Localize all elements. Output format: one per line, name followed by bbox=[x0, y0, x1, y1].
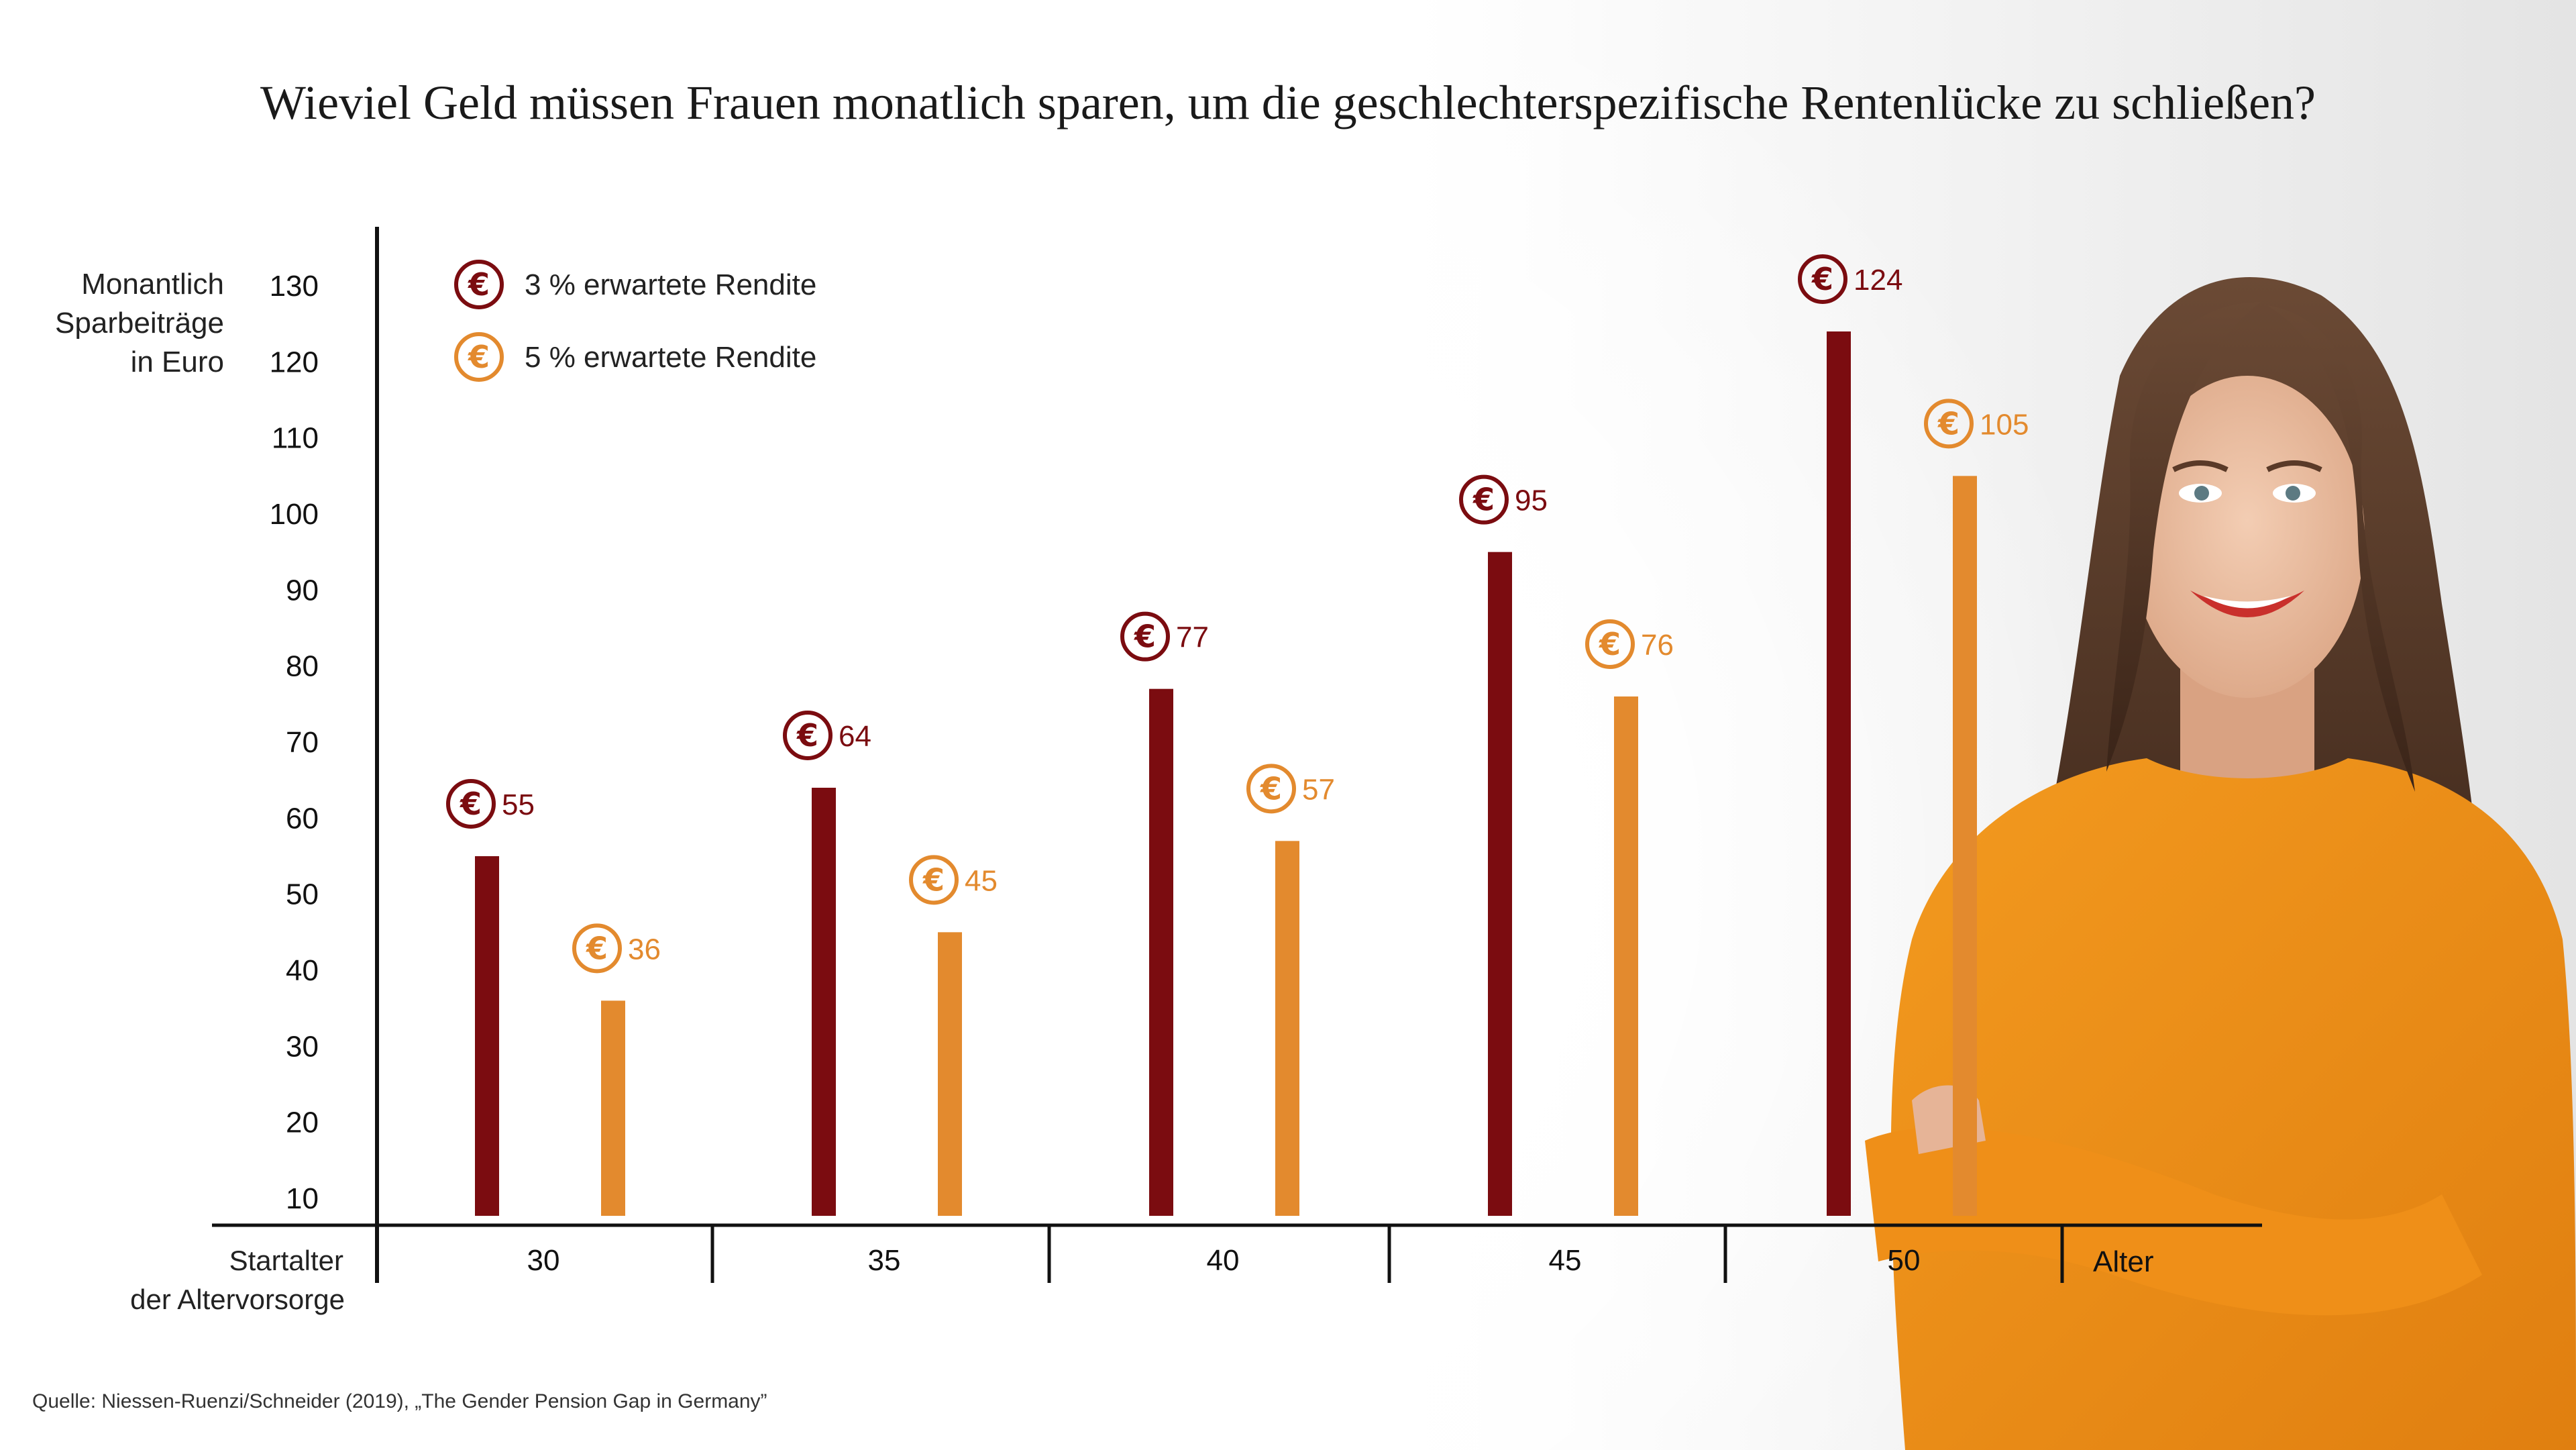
y-tick-10: 10 bbox=[286, 1182, 319, 1215]
svg-text:€: € bbox=[1260, 770, 1282, 807]
euro-coin-icon: € bbox=[1924, 399, 1974, 449]
y-tick-labels: 10 20 30 40 50 60 70 80 90 100 110 120 130 bbox=[270, 270, 319, 1215]
value-label-light-50: 105 bbox=[1980, 408, 2029, 441]
smiling-woman-photo bbox=[1865, 277, 2576, 1450]
source-note: Quelle: Niessen-Ruenzi/Schneider (2019),… bbox=[32, 1390, 767, 1412]
bar-dark-50 bbox=[1827, 331, 1851, 1216]
legend: €3 % erwartete Rendite € 5 % erwartete Ren… bbox=[454, 260, 816, 382]
value-label-dark-50: 124 bbox=[1854, 264, 1902, 297]
euro-coin-icon: € bbox=[1585, 619, 1635, 669]
svg-text:€: € bbox=[1937, 405, 1960, 442]
chart-title: Wieviel Geld müssen Frauen monatlich spa… bbox=[260, 76, 2316, 130]
value-label-light-45: 76 bbox=[1641, 629, 1674, 662]
y-tick-130: 130 bbox=[270, 270, 319, 303]
bar-dark-30 bbox=[475, 856, 499, 1216]
svg-text:€: € bbox=[796, 717, 818, 754]
value-label-light-30: 36 bbox=[628, 933, 661, 966]
y-tick-70: 70 bbox=[286, 726, 319, 759]
x-axis-label-line-1: der Altervorsorge bbox=[130, 1284, 345, 1315]
bar-light-40 bbox=[1275, 841, 1299, 1216]
bar-light-30 bbox=[601, 1000, 625, 1216]
y-axis-label-line-1: Sparbeiträge bbox=[55, 307, 224, 340]
x-category-45: 45 bbox=[1549, 1244, 1582, 1277]
chart-axes bbox=[212, 227, 2262, 1283]
value-label-light-40: 57 bbox=[1302, 773, 1335, 806]
svg-text:€: € bbox=[1472, 482, 1495, 518]
x-category-labels: 30 35 40 45 50 Alter bbox=[527, 1244, 2154, 1278]
y-axis-label-line-2: in Euro bbox=[131, 346, 224, 378]
value-label-dark-45: 95 bbox=[1515, 484, 1548, 517]
value-labels: €55 € 64 € 77 € 95 € 124 € 36 € 45 € 57 € 76 € 105 bbox=[446, 254, 2029, 974]
svg-text:€: € bbox=[460, 786, 482, 822]
y-tick-110: 110 bbox=[272, 422, 319, 455]
value-label-dark-30: 55 bbox=[502, 788, 535, 821]
svg-text:€: € bbox=[1599, 626, 1621, 662]
y-tick-40: 40 bbox=[286, 954, 319, 987]
bar-light-50 bbox=[1953, 476, 1977, 1216]
bar-light-45 bbox=[1614, 696, 1638, 1216]
bar-light-35 bbox=[938, 932, 962, 1216]
y-tick-80: 80 bbox=[286, 650, 319, 683]
axis-labels: Monantlich Sparbeiträge in Euro Startalter d… bbox=[55, 268, 345, 1315]
euro-coin-icon: € bbox=[446, 779, 496, 829]
legend-label-1: 5 % erwartete Rendite bbox=[525, 341, 816, 374]
x-axis-label-line-0: Startalter bbox=[229, 1245, 343, 1276]
y-tick-90: 90 bbox=[286, 574, 319, 607]
euro-coin-icon: € bbox=[454, 332, 504, 382]
y-tick-20: 20 bbox=[286, 1106, 319, 1139]
euro-coin-icon: € bbox=[1459, 474, 1509, 525]
x-category-35: 35 bbox=[868, 1244, 901, 1277]
svg-text:€: € bbox=[1134, 619, 1156, 655]
bar-series bbox=[475, 331, 1977, 1216]
y-tick-60: 60 bbox=[286, 802, 319, 835]
x-category-50: 50 bbox=[1888, 1244, 1921, 1277]
bar-dark-40 bbox=[1149, 688, 1173, 1216]
y-axis-label-line-0: Monantlich bbox=[81, 268, 224, 301]
euro-coin-icon: € bbox=[1246, 764, 1296, 814]
svg-text:€: € bbox=[468, 266, 490, 303]
y-tick-50: 50 bbox=[286, 878, 319, 911]
euro-coin-icon: € bbox=[909, 855, 959, 905]
x-category-30: 30 bbox=[527, 1244, 560, 1277]
euro-coin-icon: € bbox=[454, 260, 504, 309]
svg-text:€: € bbox=[586, 930, 608, 966]
euro-coin-icon: € bbox=[1120, 611, 1170, 662]
euro-coin-icon: € bbox=[1798, 254, 1847, 304]
y-tick-120: 120 bbox=[270, 346, 319, 378]
legend-label-0: 3 % erwartete Rendite bbox=[525, 268, 816, 301]
euro-coin-icon: € bbox=[572, 923, 622, 974]
y-tick-30: 30 bbox=[286, 1030, 319, 1063]
value-label-light-35: 45 bbox=[965, 864, 998, 897]
value-label-dark-40: 77 bbox=[1176, 621, 1209, 654]
x-category-40: 40 bbox=[1207, 1244, 1240, 1277]
value-label-dark-35: 64 bbox=[839, 720, 871, 753]
svg-text:€: € bbox=[468, 339, 490, 375]
y-tick-100: 100 bbox=[270, 498, 319, 531]
bar-dark-35 bbox=[812, 788, 836, 1216]
x-end-label: Alter bbox=[2093, 1245, 2153, 1278]
svg-text:€: € bbox=[1811, 261, 1833, 297]
euro-coin-icon: € bbox=[783, 711, 833, 760]
svg-text:€: € bbox=[922, 862, 945, 898]
bar-dark-45 bbox=[1488, 552, 1512, 1216]
